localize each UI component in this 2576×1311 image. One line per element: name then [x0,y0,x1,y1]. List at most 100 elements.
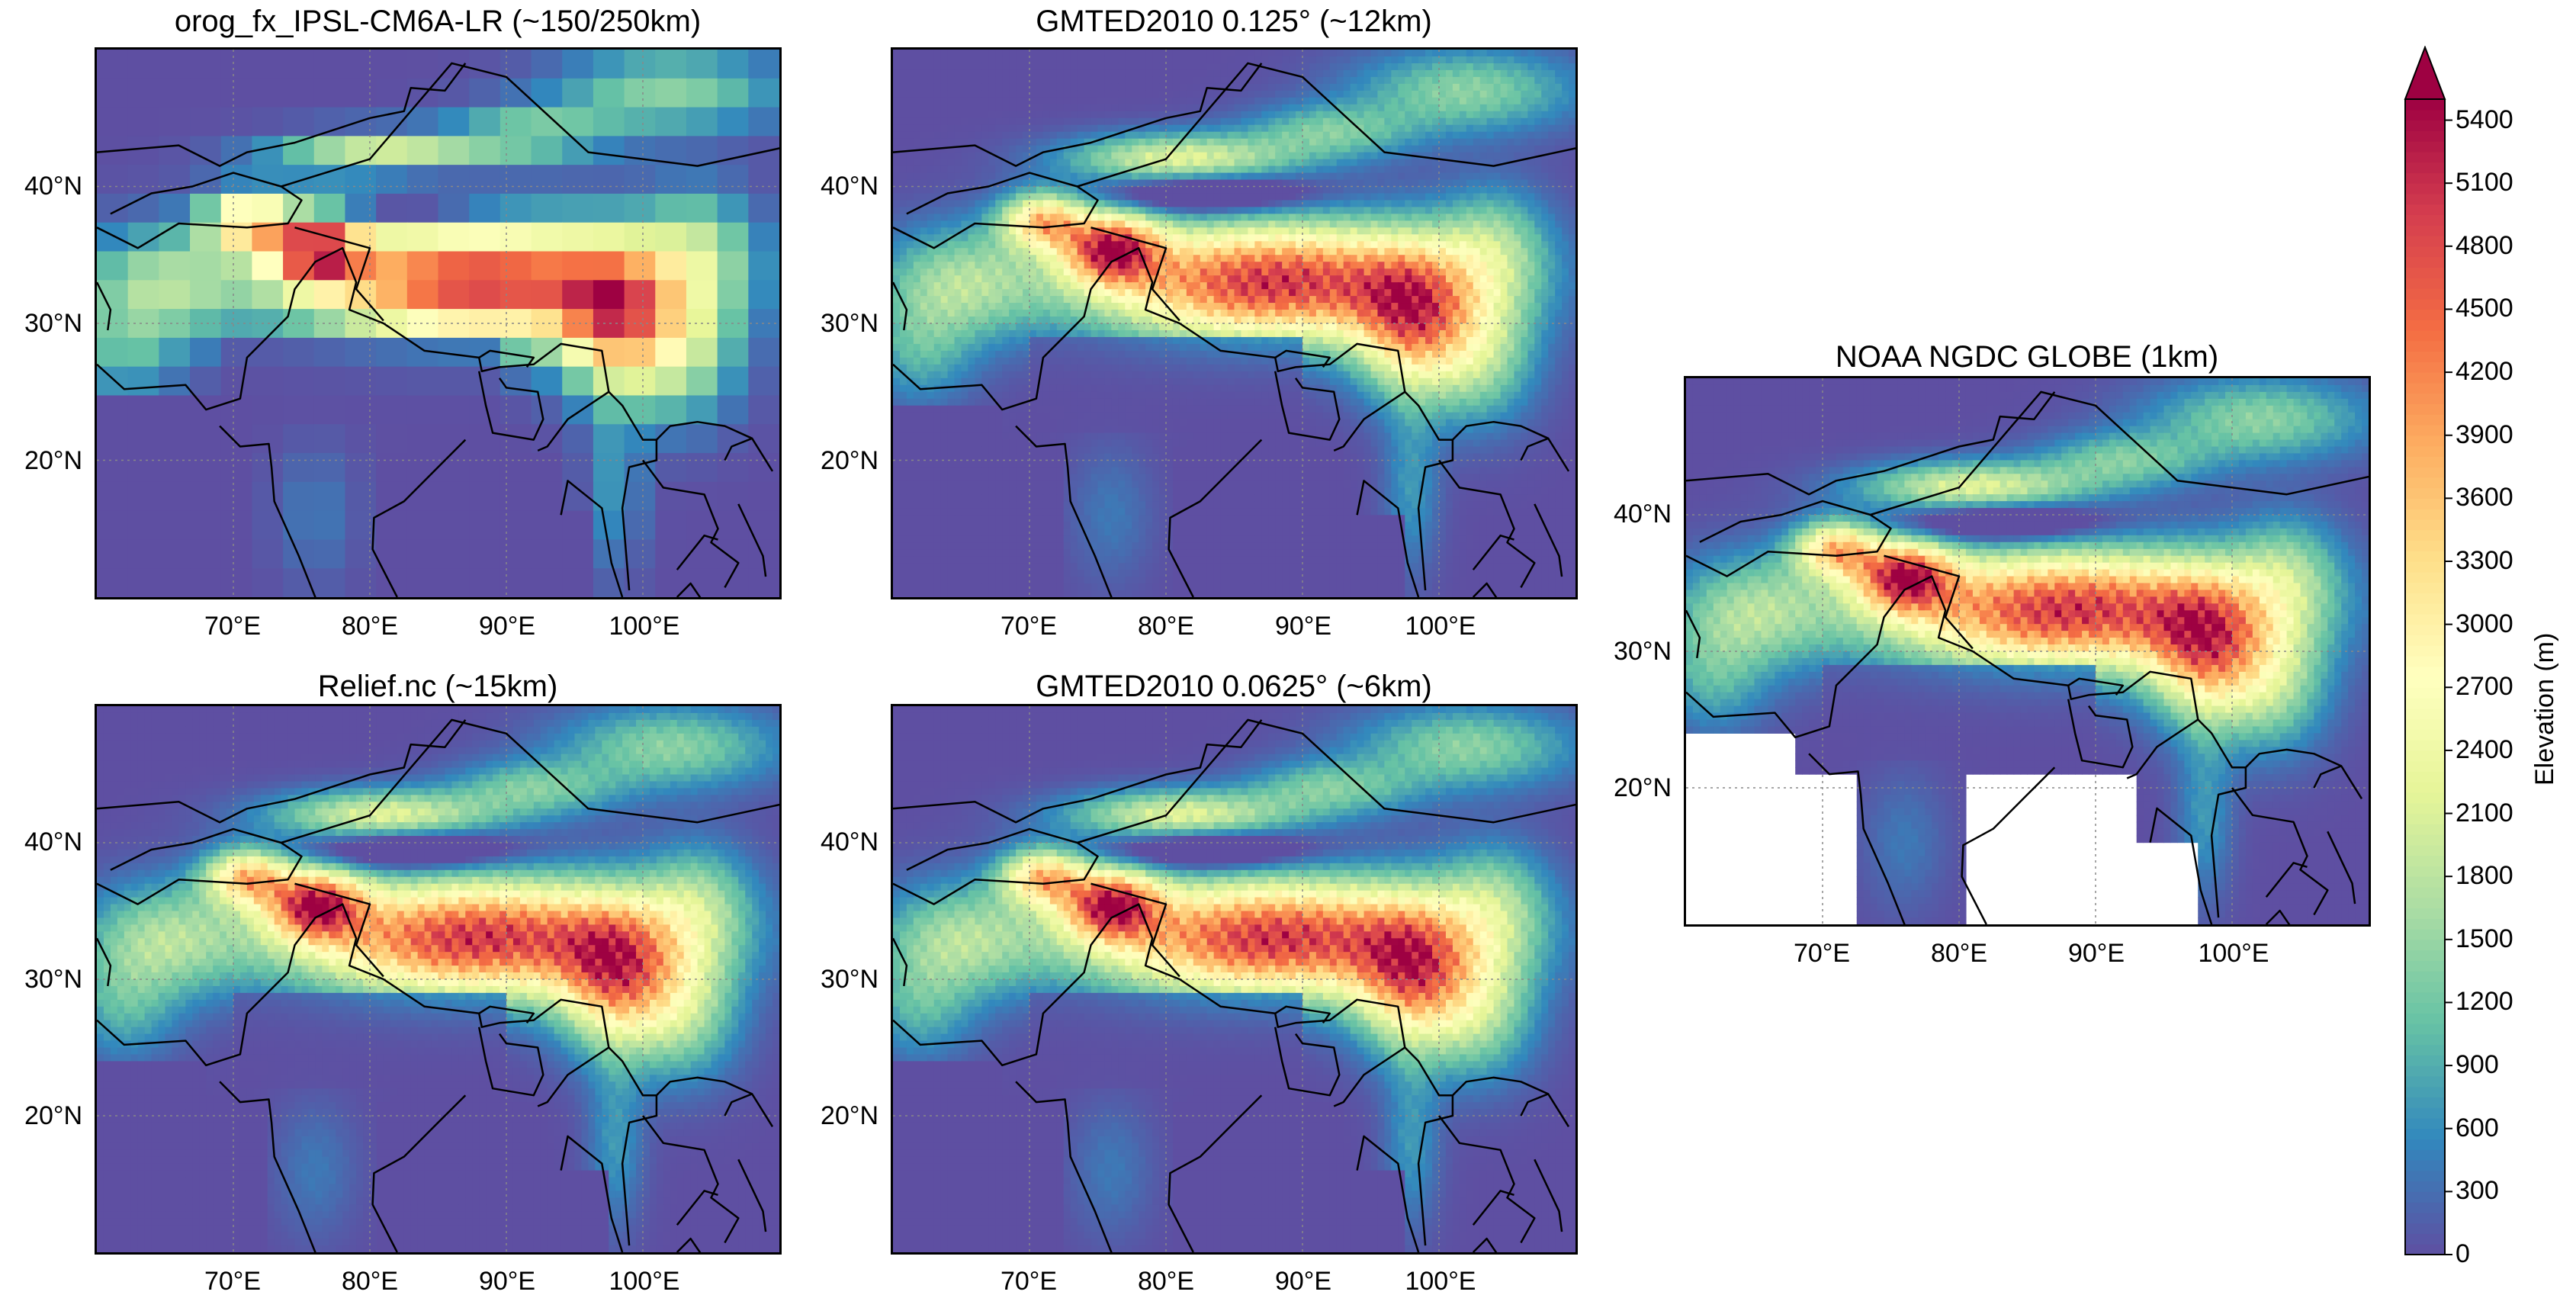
country-border [1168,439,1263,597]
colorbar-band [2405,551,2445,562]
lat-label: 30°N [1557,637,1672,667]
country-border [893,247,1406,452]
colorbar-band [2405,939,2445,951]
colorbar-band [2405,278,2445,289]
colorbar-band [2405,445,2445,457]
country-border [737,503,767,577]
elevation-map [891,47,1578,599]
colorbar-band [2405,477,2445,489]
colorbar-tick-label: 1500 [2456,924,2513,954]
colorbar-tick-label: 5100 [2456,168,2513,198]
colorbar-tick-label: 2700 [2456,672,2513,702]
colorbar-band [2405,141,2445,153]
country-border [1437,459,1536,589]
colorbar-band [2405,236,2445,247]
lon-label: 70°E [172,612,294,641]
country-border [371,1094,467,1252]
colorbar-band [2405,613,2445,625]
colorbar-band [2405,1139,2445,1150]
colorbar-band [2405,1202,2445,1213]
country-border [1534,1158,1563,1232]
colorbar-band [2405,624,2445,636]
country-border [97,719,467,824]
colorbar-band [2405,1181,2445,1192]
country-border [737,1158,767,1232]
colorbar-band [2405,372,2445,384]
panel-title: GMTED2010 0.0625° (~6km) [891,670,1577,704]
map-raster [893,706,1575,1252]
colorbar-band [2405,382,2445,394]
lat-label: 40°N [0,172,82,201]
colorbar-band [2405,361,2445,373]
country-border [676,534,718,570]
colorbar-band [2405,802,2445,815]
country-border [478,349,535,368]
colorbar-band [2405,130,2445,142]
country-border [1472,1190,1514,1226]
colorbar-band [2405,403,2445,415]
panel-title: Relief.nc (~15km) [95,670,781,704]
colorbar-tick-label: 3000 [2456,609,2513,639]
colorbar-band [2405,698,2445,709]
colorbar-label: Elevation (m) [2530,633,2560,786]
colorbar-band [2405,771,2445,782]
colorbar-band [2405,225,2445,236]
colorbar-band [2405,687,2445,699]
country-border [2265,862,2308,898]
country-border [893,827,1099,905]
colorbar-band [2405,1170,2445,1182]
lat-label: 20°N [764,1101,878,1131]
colorbar-band [2405,162,2445,174]
country-border [281,718,779,844]
colorbar-band [2405,214,2445,226]
colorbar-band [2405,309,2445,320]
colorbar-tick-label: 4500 [2456,294,2513,323]
colorbar-band [2405,834,2445,846]
lat-label: 30°N [0,965,82,994]
country-border [893,903,1406,1107]
country-border [97,172,303,249]
country-border [2245,748,2342,769]
map-raster [97,50,779,597]
colorbar-band [2405,1075,2445,1088]
colorbar-band [2405,708,2445,720]
colorbar-band [2405,519,2445,531]
colorbar-band [2405,99,2445,111]
lon-label: 90°E [446,612,568,641]
country-border [1808,753,1906,924]
country-border [1452,420,1549,441]
colorbar-band [2405,1117,2445,1129]
country-border [2327,831,2356,905]
country-border [477,371,544,441]
country-border [1961,766,2056,924]
colorbar-band [2405,1149,2445,1161]
country-border [1686,500,1892,577]
colorbar-band [2405,782,2445,793]
colorbar-band [2405,1097,2445,1108]
colorbar-tick-label: 3300 [2456,546,2513,576]
lon-label: 100°E [583,612,705,641]
colorbar-band [2405,1233,2445,1245]
country-border [371,439,467,597]
colorbar-band [2405,844,2445,856]
country-border [893,937,908,987]
colorbar-band [2405,886,2445,898]
colorbar-band [2405,813,2445,824]
lon-label: 90°E [1242,1267,1364,1297]
country-border [1015,1081,1113,1252]
colorbar-tick-label: 4800 [2456,231,2513,261]
lon-label: 100°E [583,1267,705,1297]
lon-label: 100°E [2173,939,2295,969]
country-border [676,1190,718,1226]
lon-label: 80°E [309,612,431,641]
lon-label: 80°E [309,1267,431,1297]
colorbar-extend-arrow [2404,46,2446,100]
country-border [724,437,774,472]
colorbar-band [2405,393,2445,405]
colorbar-band [2405,246,2445,258]
colorbar-band [2405,866,2445,877]
colorbar-band [2405,424,2445,436]
colorbar-band [2405,172,2445,184]
colorbar-band [2405,267,2445,278]
colorbar-tick-label: 1800 [2456,861,2513,891]
